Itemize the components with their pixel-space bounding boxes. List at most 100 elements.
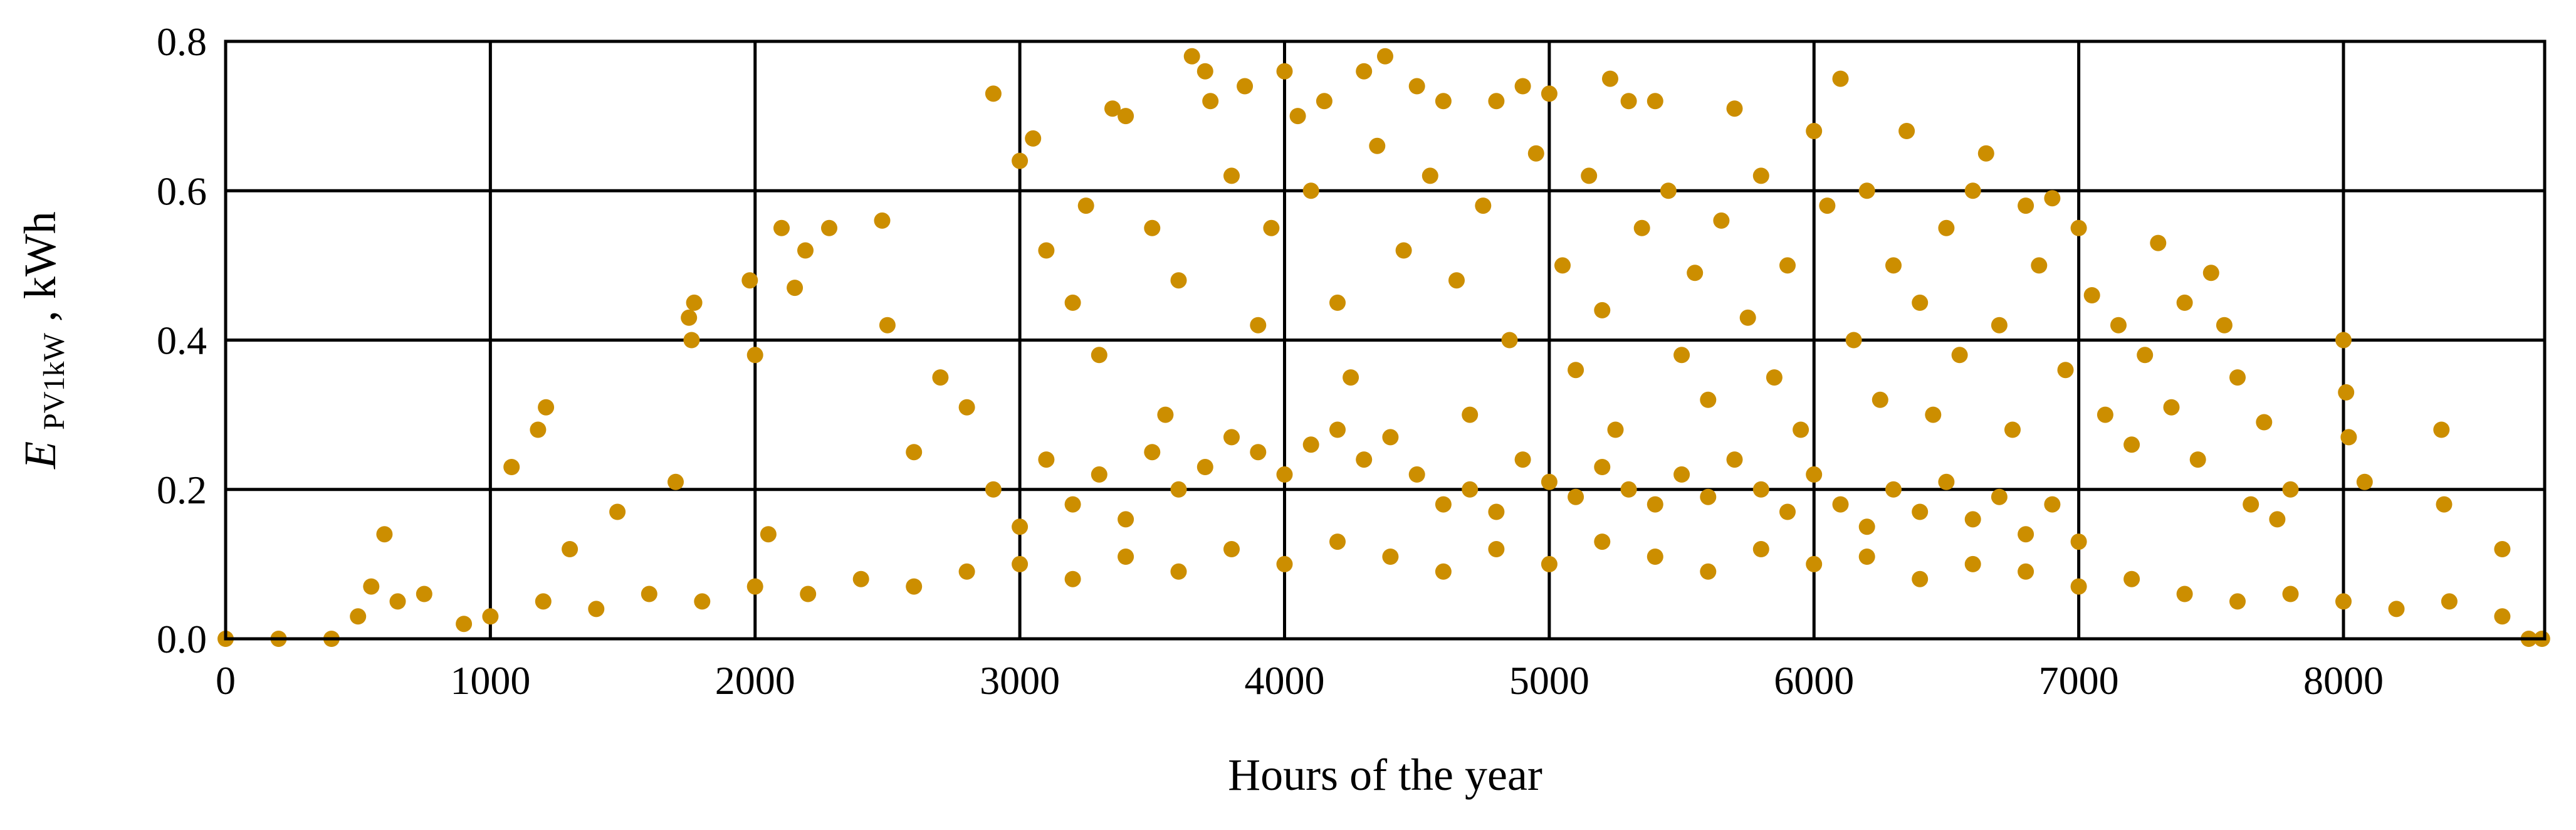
data-point — [1038, 242, 1055, 259]
data-point — [1806, 555, 1823, 572]
data-point — [1302, 182, 1319, 199]
data-point — [1263, 219, 1280, 236]
data-point — [1118, 511, 1134, 528]
y-tick-label: 0.8 — [157, 19, 207, 64]
data-point — [2494, 608, 2511, 625]
data-point — [1377, 48, 1393, 65]
data-point — [1779, 503, 1796, 520]
data-point — [2018, 563, 2034, 580]
data-point — [2282, 481, 2299, 498]
data-point — [1276, 63, 1293, 80]
data-point — [686, 294, 703, 311]
data-point — [1898, 123, 1915, 139]
x-tick-label: 7000 — [2039, 658, 2119, 703]
data-point — [932, 369, 949, 386]
data-point — [1845, 332, 1862, 349]
data-point — [2004, 421, 2021, 438]
data-point — [1554, 257, 1571, 274]
data-point — [456, 616, 473, 633]
data-point — [821, 219, 837, 236]
data-point — [2335, 332, 2352, 349]
data-point — [2269, 511, 2286, 528]
data-point — [1289, 108, 1306, 125]
data-point — [1647, 93, 1663, 110]
y-tick-labels: 0.0 0.2 0.4 0.6 0.8 — [157, 19, 207, 661]
data-point — [1064, 570, 1081, 587]
data-point — [1091, 347, 1107, 364]
x-tick-label: 6000 — [1774, 658, 1854, 703]
y-axis-title-main: E — [15, 441, 65, 470]
data-point — [1038, 451, 1055, 468]
data-point — [1700, 488, 1717, 505]
data-point — [906, 444, 923, 461]
data-point — [1527, 145, 1544, 162]
y-tick-label: 0.4 — [157, 318, 207, 363]
data-point — [1766, 369, 1783, 386]
data-point — [1118, 549, 1134, 565]
data-point — [773, 219, 790, 236]
data-point — [1607, 421, 1624, 438]
data-point — [2044, 190, 2061, 207]
data-point — [1912, 570, 1929, 587]
data-point — [389, 593, 406, 610]
data-point — [2018, 526, 2034, 543]
x-tick-label: 2000 — [715, 658, 795, 703]
data-point — [1541, 473, 1558, 490]
x-tick-label: 8000 — [2303, 658, 2384, 703]
data-point — [1170, 272, 1187, 289]
data-point — [1991, 317, 2008, 334]
data-point — [2163, 399, 2180, 416]
data-point — [1885, 257, 1902, 274]
data-point — [1012, 555, 1029, 572]
x-tick-label: 5000 — [1509, 658, 1589, 703]
data-point — [2137, 347, 2154, 364]
y-axis-title-subscript: PV1kW — [38, 332, 71, 429]
data-point — [530, 421, 547, 438]
data-point — [1501, 332, 1518, 349]
data-point — [1858, 182, 1875, 199]
data-point — [683, 332, 700, 349]
data-point — [1408, 78, 1425, 95]
data-point — [1620, 93, 1637, 110]
data-point — [2436, 496, 2453, 513]
data-point — [1660, 182, 1677, 199]
data-point — [1475, 197, 1492, 214]
data-point — [2494, 541, 2511, 557]
data-point — [2229, 593, 2246, 610]
data-point — [958, 399, 975, 416]
data-point — [2216, 317, 2233, 334]
x-tick-label: 1000 — [450, 658, 530, 703]
data-point — [1395, 242, 1412, 259]
data-point — [2282, 586, 2299, 602]
data-point — [694, 593, 711, 610]
data-point — [1170, 481, 1187, 498]
data-point — [1938, 219, 1955, 236]
data-point — [535, 593, 552, 610]
data-point — [588, 601, 605, 617]
data-point — [1793, 421, 1809, 438]
data-point — [1183, 48, 1200, 65]
data-point — [1488, 503, 1505, 520]
data-point — [609, 503, 626, 520]
data-point — [1144, 444, 1161, 461]
data-point — [1726, 100, 1743, 117]
data-point — [1806, 466, 1823, 483]
data-point — [1541, 85, 1558, 102]
data-point — [1223, 429, 1240, 446]
data-point — [1647, 549, 1663, 565]
y-tick-label: 0.6 — [157, 169, 207, 213]
x-tick-label: 3000 — [980, 658, 1060, 703]
data-point — [482, 608, 499, 625]
data-point — [2441, 593, 2458, 610]
data-point — [1329, 294, 1346, 311]
data-point — [1568, 362, 1584, 379]
data-point — [2202, 265, 2219, 281]
data-point — [1250, 444, 1267, 461]
data-point — [2340, 429, 2357, 446]
data-point — [1223, 167, 1240, 184]
grid-lines — [226, 41, 2545, 639]
data-point — [2243, 496, 2259, 513]
data-point — [1435, 93, 1452, 110]
data-point — [1316, 93, 1333, 110]
